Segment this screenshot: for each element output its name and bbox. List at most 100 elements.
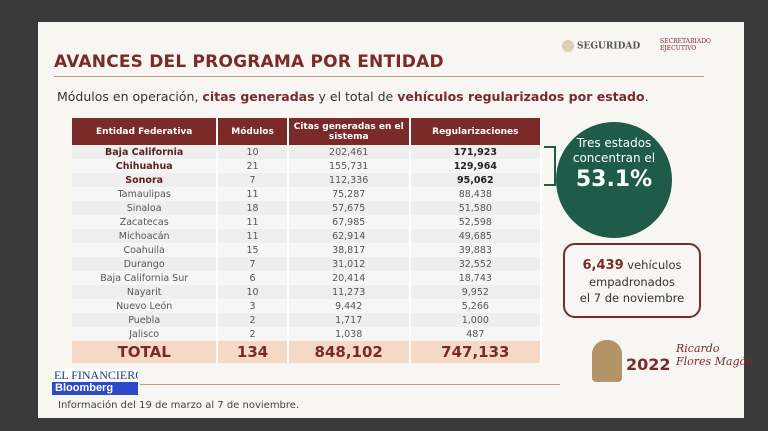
- table-cell: Nayarit: [72, 285, 219, 299]
- table-cell: 7: [217, 257, 289, 271]
- table-cell: Tamaulipas: [72, 187, 219, 201]
- table-cell: 10: [217, 285, 289, 299]
- table-row: Tamaulipas 11 75,287 88,438: [72, 187, 543, 201]
- table-cell: 38,817: [287, 243, 411, 257]
- table-cell: 171,923: [409, 145, 543, 159]
- table-cell: 5,266: [409, 299, 543, 313]
- table-cell: Puebla: [72, 313, 219, 327]
- table-cell: 9,952: [409, 285, 543, 299]
- footer-divider: [140, 384, 560, 385]
- divider: [54, 76, 704, 77]
- table-cell: 31,012: [287, 257, 411, 271]
- table-cell: Michoacán: [72, 229, 219, 243]
- table-cell: 67,985: [287, 215, 411, 229]
- table-cell: 18: [217, 201, 289, 215]
- registered-vehicles-box: 6,439 vehículos empadronados el 7 de novie…: [563, 243, 701, 318]
- table-row: Zacatecas 11 67,985 52,598: [72, 215, 543, 229]
- table-cell: Chihuahua: [72, 159, 219, 173]
- box-text: empadronados: [588, 275, 676, 289]
- table-cell: 155,731: [287, 159, 411, 173]
- table-cell: Nuevo León: [72, 299, 219, 313]
- table-cell: Sinaloa: [72, 201, 219, 215]
- table-cell: 112,336: [287, 173, 411, 187]
- table-cell: 75,287: [287, 187, 411, 201]
- column-header: Entidad Federativa: [72, 118, 219, 145]
- table-cell: Coahuila: [72, 243, 219, 257]
- table-cell: Baja California: [72, 145, 219, 159]
- footer-note: Información del 19 de marzo al 7 de novi…: [58, 400, 300, 411]
- table-row: Baja California 10 202,461 171,923: [72, 145, 543, 159]
- table-row: Nuevo León 3 9,442 5,266: [72, 299, 543, 313]
- table-cell: 49,685: [409, 229, 543, 243]
- table-cell: 11: [217, 229, 289, 243]
- bracket: [554, 146, 556, 186]
- el-financiero-text: EL FINANCIERO: [52, 368, 138, 382]
- page-title: AVANCES DEL PROGRAMA POR ENTIDAD: [54, 52, 444, 72]
- table-row: Chihuahua 21 155,731 129,964: [72, 159, 543, 173]
- bracket: [544, 146, 556, 148]
- table-cell: Sonora: [72, 173, 219, 187]
- callout-text: Tres estados concentran el: [572, 136, 656, 165]
- table-cell: 2: [217, 327, 289, 341]
- data-table: Entidad Federativa Módulos Citas generadas…: [72, 118, 543, 363]
- table-row: Sinaloa 18 57,675 51,580: [72, 201, 543, 215]
- table-cell: 95,062: [409, 173, 543, 187]
- table-cell: 10: [217, 145, 289, 159]
- seguridad-text: SEGURIDAD: [577, 41, 641, 52]
- table-cell: 57,675: [287, 201, 411, 215]
- table-cell: 129,964: [409, 159, 543, 173]
- table-row: Puebla 2 1,717 1,000: [72, 313, 543, 327]
- table-cell: 32,552: [409, 257, 543, 271]
- table-cell: 2: [217, 313, 289, 327]
- table-cell: 88,438: [409, 187, 543, 201]
- table-cell: Zacatecas: [72, 215, 219, 229]
- table-cell: 11,273: [287, 285, 411, 299]
- year-emblem: 2022 Ricardo Flores Magón: [592, 340, 757, 384]
- share-callout: Tres estados concentran el 53.1%: [556, 122, 672, 238]
- secretariado-logo: SECRETARIADO EJECUTIVO: [660, 38, 711, 52]
- box-text: vehículos: [623, 258, 682, 272]
- subtitle-part: y el total de: [314, 89, 398, 104]
- table-cell: 1,038: [287, 327, 411, 341]
- subtitle-part: .: [644, 89, 649, 104]
- table-cell: 18,743: [409, 271, 543, 285]
- table-cell: 20,414: [287, 271, 411, 285]
- box-number: 6,439: [582, 258, 624, 273]
- table-cell: 21: [217, 159, 289, 173]
- box-text: el 7 de noviembre: [579, 291, 685, 305]
- table-row: Nayarit 10 11,273 9,952: [72, 285, 543, 299]
- table-row: Baja California Sur 6 20,414 18,743: [72, 271, 543, 285]
- column-header: Módulos: [217, 118, 289, 145]
- bloomberg-text: Bloomberg: [52, 382, 138, 395]
- broadcast-logo: EL FINANCIERO Bloomberg: [52, 368, 138, 395]
- table-row: Michoacán 11 62,914 49,685: [72, 229, 543, 243]
- total-cell: 134: [217, 341, 289, 363]
- table-cell: 11: [217, 187, 289, 201]
- table-cell: 202,461: [287, 145, 411, 159]
- bracket: [544, 184, 556, 186]
- table-row: Coahuila 15 38,817 39,883: [72, 243, 543, 257]
- subtitle: Módulos en operación, citas generadas y …: [57, 89, 649, 104]
- table-row: Durango 7 31,012 32,552: [72, 257, 543, 271]
- table-cell: Durango: [72, 257, 219, 271]
- table-cell: 3: [217, 299, 289, 313]
- total-cell: 747,133: [409, 341, 543, 363]
- table-cell: 39,883: [409, 243, 543, 257]
- table-cell: Jalisco: [72, 327, 219, 341]
- seal-icon: [562, 40, 574, 52]
- table-header: Entidad Federativa Módulos Citas generadas…: [72, 118, 543, 145]
- table-cell: 62,914: [287, 229, 411, 243]
- column-header: Citas generadas en el sistema: [287, 118, 411, 145]
- subtitle-bold: citas generadas: [202, 89, 315, 104]
- table-cell: 15: [217, 243, 289, 257]
- subtitle-bold: vehículos regularizados por estado: [397, 89, 645, 104]
- seguridad-logo: SEGURIDAD: [562, 40, 640, 52]
- table-cell: 1,717: [287, 313, 411, 327]
- total-row: TOTAL 134 848,102 747,133: [72, 341, 543, 363]
- table-cell: 1,000: [409, 313, 543, 327]
- table-cell: 7: [217, 173, 289, 187]
- callout-value: 53.1%: [575, 167, 653, 192]
- emblem-year: 2022: [626, 355, 671, 374]
- table-row: Sonora 7 112,336 95,062: [72, 173, 543, 187]
- total-cell: TOTAL: [72, 341, 219, 363]
